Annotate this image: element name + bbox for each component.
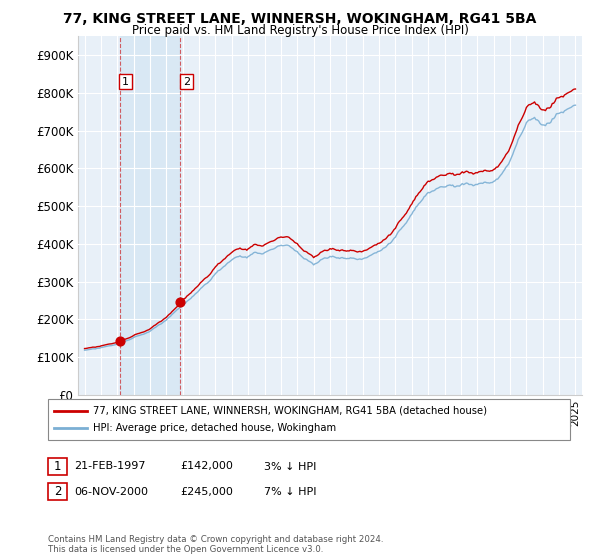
Text: 7% ↓ HPI: 7% ↓ HPI <box>264 487 317 497</box>
Text: £142,000: £142,000 <box>180 461 233 472</box>
Text: 1: 1 <box>122 77 129 87</box>
Text: £245,000: £245,000 <box>180 487 233 497</box>
Text: 77, KING STREET LANE, WINNERSH, WOKINGHAM, RG41 5BA: 77, KING STREET LANE, WINNERSH, WOKINGHA… <box>64 12 536 26</box>
Text: 3% ↓ HPI: 3% ↓ HPI <box>264 461 316 472</box>
Point <box>115 337 124 346</box>
Text: 1: 1 <box>54 460 61 473</box>
Text: 06-NOV-2000: 06-NOV-2000 <box>74 487 148 497</box>
Text: 2: 2 <box>183 77 190 87</box>
Text: Price paid vs. HM Land Registry's House Price Index (HPI): Price paid vs. HM Land Registry's House … <box>131 24 469 37</box>
Text: HPI: Average price, detached house, Wokingham: HPI: Average price, detached house, Woki… <box>93 423 336 433</box>
Text: Contains HM Land Registry data © Crown copyright and database right 2024.
This d: Contains HM Land Registry data © Crown c… <box>48 535 383 554</box>
Bar <box>119 36 180 395</box>
Point <box>175 298 185 307</box>
Text: 21-FEB-1997: 21-FEB-1997 <box>74 461 145 472</box>
Text: 2: 2 <box>54 485 61 498</box>
Text: 77, KING STREET LANE, WINNERSH, WOKINGHAM, RG41 5BA (detached house): 77, KING STREET LANE, WINNERSH, WOKINGHA… <box>93 405 487 416</box>
